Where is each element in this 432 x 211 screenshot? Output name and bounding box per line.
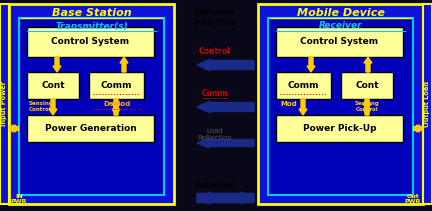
Text: Transmitter(s): Transmitter(s) xyxy=(55,22,128,31)
FancyArrow shape xyxy=(197,192,254,204)
Text: Load
Reflection: Load Reflection xyxy=(197,128,232,141)
Text: Comm: Comm xyxy=(202,89,229,98)
Text: Output Load: Output Load xyxy=(425,81,431,127)
FancyArrow shape xyxy=(197,101,254,113)
Text: Induction: Induction xyxy=(194,181,235,190)
Bar xyxy=(27,72,79,99)
Text: IN
PWR: IN PWR xyxy=(11,194,27,204)
Bar xyxy=(341,72,393,99)
Text: Comm: Comm xyxy=(288,81,319,90)
Text: Wireless
Interface: Wireless Interface xyxy=(194,8,237,27)
Text: Cont: Cont xyxy=(41,81,65,90)
Bar xyxy=(276,115,403,142)
Text: Sensing
Control: Sensing Control xyxy=(29,101,54,112)
Text: Power Pick-Up: Power Pick-Up xyxy=(303,124,376,133)
Bar xyxy=(258,4,423,204)
Text: Input Power: Input Power xyxy=(1,81,7,127)
FancyArrow shape xyxy=(197,192,254,204)
Bar xyxy=(423,4,432,204)
FancyArrow shape xyxy=(307,57,315,72)
Text: Mobile Device: Mobile Device xyxy=(296,8,384,18)
FancyArrow shape xyxy=(197,138,254,148)
Text: Control System: Control System xyxy=(51,38,130,46)
FancyArrow shape xyxy=(112,99,120,115)
Text: Power Generation: Power Generation xyxy=(44,124,137,133)
FancyArrow shape xyxy=(413,125,422,132)
Text: Control System: Control System xyxy=(300,38,378,46)
Bar xyxy=(27,27,154,57)
Text: DeMod: DeMod xyxy=(103,101,130,107)
Bar xyxy=(0,4,9,204)
Text: Mod: Mod xyxy=(280,101,297,107)
Bar xyxy=(276,27,403,57)
FancyArrow shape xyxy=(49,99,57,115)
FancyArrow shape xyxy=(10,125,19,132)
FancyArrow shape xyxy=(363,99,371,115)
FancyArrow shape xyxy=(53,57,61,72)
FancyArrow shape xyxy=(197,59,254,71)
Text: Comm: Comm xyxy=(101,81,132,90)
Bar xyxy=(276,72,331,99)
Bar xyxy=(268,18,413,195)
FancyArrow shape xyxy=(363,99,371,115)
Bar xyxy=(19,18,164,195)
Bar xyxy=(27,115,154,142)
FancyArrow shape xyxy=(10,125,19,132)
Text: Out
PWR: Out PWR xyxy=(405,194,421,204)
Text: Sensing
Control: Sensing Control xyxy=(355,101,379,112)
FancyArrow shape xyxy=(364,57,372,72)
FancyArrow shape xyxy=(112,99,120,115)
Text: Base Station: Base Station xyxy=(52,8,131,18)
Text: Receiver: Receiver xyxy=(319,22,362,31)
Bar xyxy=(89,72,144,99)
FancyArrow shape xyxy=(299,99,307,115)
Text: Control: Control xyxy=(199,47,231,56)
Text: Cont: Cont xyxy=(355,81,379,90)
Bar xyxy=(9,4,174,204)
FancyArrow shape xyxy=(413,125,422,132)
FancyArrow shape xyxy=(120,57,128,72)
